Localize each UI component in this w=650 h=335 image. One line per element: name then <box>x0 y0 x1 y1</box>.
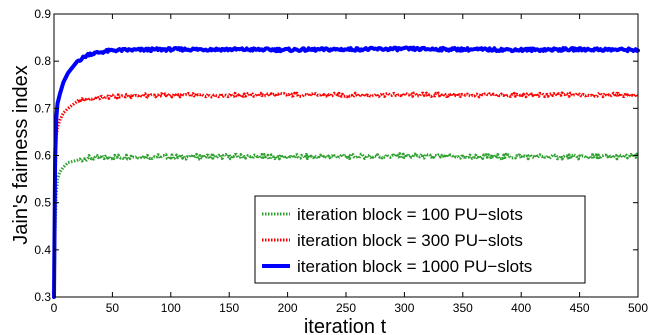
x-tick-label: 400 <box>511 301 531 315</box>
x-axis-label: iteration t <box>304 316 387 335</box>
legend-label-2: iteration block = 300 PU−slots <box>297 231 523 250</box>
series-line-3 <box>52 45 640 299</box>
ticks-layer: 0 50 100 150 200 250 300 350 400 450 500 0.3 0.4 0.5 0… <box>34 7 648 315</box>
y-tick-label: 0.6 <box>34 149 51 163</box>
y-tick-label: 0.7 <box>34 101 51 115</box>
legend: iteration block = 100 PU−slots iteration … <box>254 195 586 284</box>
legend-label-3: iteration block = 1000 PU−slots <box>297 257 532 276</box>
series-layer <box>52 45 640 299</box>
x-tick-label: 150 <box>219 301 239 315</box>
x-tick-label: 200 <box>278 301 298 315</box>
legend-label-1: iteration block = 100 PU−slots <box>297 205 523 224</box>
x-tick-label: 450 <box>570 301 590 315</box>
legend-box <box>254 195 586 284</box>
x-tick-label: 50 <box>106 301 120 315</box>
y-tick-label: 0.5 <box>34 196 51 210</box>
x-tick-label: 350 <box>453 301 473 315</box>
x-tick-label: 250 <box>336 301 356 315</box>
series-line-2 <box>52 91 639 298</box>
y-axis-label: Jain's fairness index <box>10 65 32 244</box>
y-tick-label: 0.4 <box>34 243 51 257</box>
x-tick-label: 500 <box>628 301 648 315</box>
x-tick-label: 300 <box>394 301 414 315</box>
y-tick-label: 0.3 <box>34 290 51 304</box>
y-tick-label: 0.9 <box>34 7 51 21</box>
x-tick-label: 0 <box>51 301 58 315</box>
y-tick-label: 0.8 <box>34 54 51 68</box>
x-tick-label: 100 <box>161 301 181 315</box>
series-line-1 <box>52 152 640 298</box>
